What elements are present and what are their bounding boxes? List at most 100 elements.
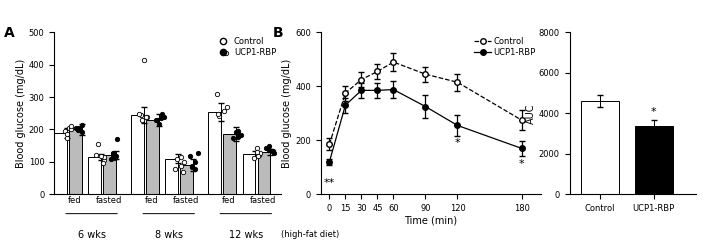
Point — [136, 118, 148, 122]
Point — [231, 131, 243, 135]
Point — [178, 161, 190, 165]
Text: **: ** — [324, 178, 335, 188]
Point — [175, 155, 187, 159]
Point — [138, 58, 150, 62]
Point — [90, 153, 102, 157]
Bar — [208, 112, 221, 194]
Point — [156, 112, 168, 116]
Point — [62, 135, 74, 139]
Bar — [146, 120, 159, 194]
Point — [105, 157, 117, 161]
Point — [72, 127, 84, 131]
Point — [254, 153, 265, 157]
Point — [140, 115, 151, 119]
Bar — [581, 101, 619, 194]
Point — [61, 132, 73, 136]
Point — [213, 114, 224, 118]
Bar — [243, 154, 255, 194]
Point — [63, 126, 75, 130]
Point — [135, 113, 146, 117]
Point — [252, 154, 263, 158]
Point — [92, 142, 104, 146]
Point — [150, 119, 162, 123]
Bar — [634, 126, 673, 194]
Point — [171, 157, 182, 161]
Point — [251, 146, 262, 150]
Y-axis label: AUC: AUC — [526, 103, 536, 124]
Text: 6 wks: 6 wks — [78, 230, 105, 240]
Bar — [69, 129, 82, 194]
Point — [218, 109, 230, 113]
Point — [268, 151, 280, 155]
Point — [72, 128, 84, 132]
Point — [141, 115, 153, 119]
Bar — [131, 115, 144, 194]
Text: 8 wks: 8 wks — [155, 230, 182, 240]
Text: A: A — [4, 26, 15, 40]
Point — [111, 154, 123, 158]
Point — [260, 146, 272, 150]
Point — [263, 144, 275, 148]
Bar — [224, 134, 236, 194]
Text: *: * — [518, 159, 524, 169]
Point — [59, 129, 71, 133]
Point — [221, 106, 232, 110]
Legend: Control, UCP1-RBP: Control, UCP1-RBP — [474, 37, 536, 58]
Point — [189, 167, 200, 171]
Point — [231, 135, 243, 139]
Point — [184, 154, 195, 158]
Point — [211, 92, 223, 96]
Y-axis label: Blood glucose (mg/dL): Blood glucose (mg/dL) — [283, 59, 293, 168]
Point — [212, 112, 224, 116]
Point — [193, 151, 204, 155]
Bar — [257, 152, 270, 194]
Text: 12 wks: 12 wks — [229, 230, 263, 240]
Point — [221, 52, 232, 56]
Bar — [89, 157, 101, 194]
Point — [97, 161, 108, 165]
Point — [251, 150, 262, 154]
Point — [169, 167, 181, 171]
Point — [98, 155, 110, 159]
Point — [159, 115, 170, 119]
Point — [66, 127, 77, 131]
Point — [133, 112, 145, 116]
Point — [76, 123, 88, 126]
Legend: Control, UCP1-RBP: Control, UCP1-RBP — [214, 37, 277, 58]
Point — [155, 116, 167, 120]
Point — [111, 136, 123, 140]
Point — [235, 133, 247, 137]
Point — [263, 148, 275, 152]
Point — [230, 130, 242, 134]
Point — [107, 151, 119, 155]
Point — [151, 119, 162, 123]
Point — [76, 130, 88, 134]
Y-axis label: Blood glucose (mg/dL): Blood glucose (mg/dL) — [16, 59, 26, 168]
Point — [95, 154, 107, 158]
Bar — [166, 159, 178, 194]
Text: *: * — [651, 107, 657, 117]
Point — [255, 151, 266, 155]
Bar — [180, 165, 193, 194]
X-axis label: Time (min): Time (min) — [404, 216, 457, 226]
Point — [186, 165, 198, 169]
Point — [227, 136, 239, 140]
Point — [232, 129, 244, 133]
Point — [109, 156, 120, 160]
Point — [107, 153, 119, 157]
Bar — [54, 133, 67, 194]
Point — [66, 124, 77, 128]
Point — [73, 126, 84, 130]
Point — [249, 156, 260, 160]
Point — [190, 161, 201, 165]
Bar — [103, 155, 116, 194]
Point — [177, 170, 189, 174]
Point — [267, 149, 279, 153]
Point — [266, 148, 278, 152]
Text: (high-fat diet): (high-fat diet) — [280, 230, 339, 239]
Point — [99, 158, 110, 162]
Point — [154, 122, 165, 126]
Text: B: B — [273, 26, 283, 40]
Text: *: * — [455, 138, 460, 148]
Point — [71, 126, 82, 130]
